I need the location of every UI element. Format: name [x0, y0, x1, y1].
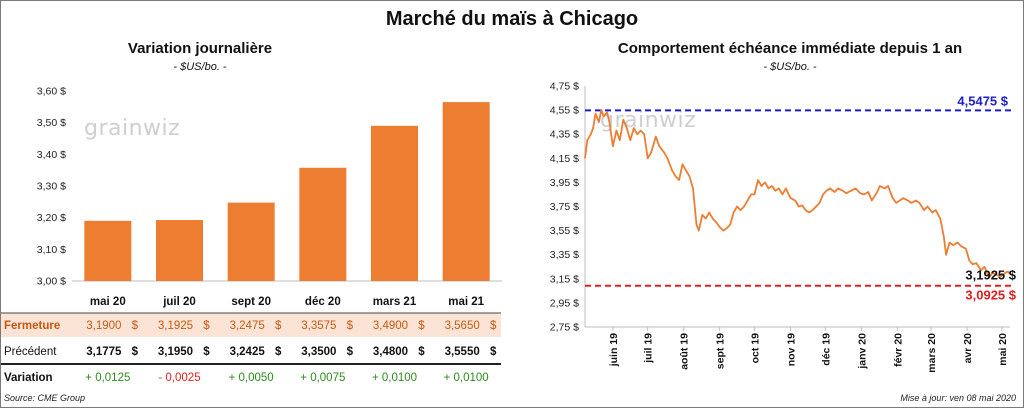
x-category-label: sept 20 [231, 296, 271, 308]
change-value: + 0,0075 [300, 372, 345, 384]
change-value: + 0,0050 [229, 372, 274, 384]
close-currency: $ [132, 320, 139, 332]
change-value: + 0,0100 [444, 372, 489, 384]
change-value: + 0,0100 [372, 372, 417, 384]
close-currency: $ [347, 320, 354, 332]
previous-currency: $ [275, 346, 282, 358]
previous-currency: $ [347, 346, 354, 358]
close-value: 3,1925 [158, 320, 193, 332]
close-currency: $ [203, 320, 210, 332]
previous-value: 3,3500 [301, 346, 336, 358]
y-tick-label: 3,10 $ [37, 244, 66, 256]
close-value: 3,2475 [230, 320, 265, 332]
close-currency: $ [275, 320, 282, 332]
previous-value: 3,4800 [373, 346, 408, 358]
bar [371, 125, 418, 281]
previous-value: 3,2425 [230, 346, 266, 358]
y-tick-label: 3,60 $ [37, 86, 66, 98]
x-category-label: mars 21 [373, 296, 417, 308]
change-value: - 0,0025 [158, 372, 200, 384]
previous-value: 3,1775 [86, 346, 122, 358]
grainwiz-logo-left: grainwiz [84, 116, 181, 141]
x-tick-label: nov 19 [786, 333, 798, 366]
x-tick-label: mars 20 [926, 333, 938, 373]
close-value: 3,3575 [301, 320, 336, 332]
y-tick-label: 3,40 $ [37, 149, 66, 161]
x-tick-label: août 19 [679, 333, 691, 370]
y-tick-label: 2,75 $ [550, 322, 579, 334]
close-value: 3,4900 [373, 320, 408, 332]
y-tick-label: 3,00 $ [37, 276, 66, 288]
y-tick-label: 2,95 $ [550, 297, 579, 309]
update-note: Mise à jour: ven 08 mai 2020 [900, 393, 1016, 403]
y-tick-label: 3,20 $ [37, 212, 66, 224]
bar [84, 220, 132, 281]
row-label-previous: Précédent [4, 346, 57, 358]
row-label-close: Fermeture [4, 320, 60, 332]
x-tick-label: juil 19 [643, 333, 655, 364]
y-tick-label: 3,95 $ [550, 177, 579, 189]
y-tick-label: 4,35 $ [550, 129, 579, 141]
y-tick-label: 4,55 $ [550, 105, 579, 117]
left-panel-title: Variation journalière [127, 40, 273, 57]
y-tick-label: 4,75 $ [550, 81, 579, 93]
close-row-background [1, 313, 501, 337]
previous-currency: $ [490, 346, 497, 358]
x-tick-label: juin 19 [608, 333, 620, 367]
last-value-label: 3,1925 $ [965, 268, 1016, 283]
high-reference-label: 4,5475 $ [957, 93, 1008, 108]
previous-value: 3,5550 [445, 346, 480, 358]
x-category-label: mai 21 [448, 296, 484, 308]
x-tick-label: janv 20 [856, 333, 868, 370]
low-reference-label: 3,0925 $ [965, 288, 1016, 303]
close-currency: $ [418, 320, 425, 332]
y-tick-label: 3,50 $ [37, 117, 66, 129]
bar [227, 202, 275, 281]
price-series-line [584, 109, 1011, 279]
bar [442, 102, 490, 281]
x-tick-label: oct 19 [750, 333, 762, 364]
close-value: 3,5650 [445, 320, 480, 332]
change-value: + 0,0125 [85, 372, 130, 384]
y-tick-label: 3,30 $ [37, 181, 66, 193]
right-panel-title: Comportement échéance immédiate depuis 1… [617, 40, 963, 57]
x-category-label: mai 20 [90, 296, 126, 308]
grainwiz-logo-right: grainwiz [600, 108, 697, 133]
main-title: Marché du maïs à Chicago [385, 8, 639, 30]
previous-currency: $ [132, 346, 139, 358]
previous-value: 3,1950 [158, 346, 193, 358]
close-value: 3,1900 [86, 320, 121, 332]
x-tick-label: mai 20 [997, 333, 1009, 366]
right-panel-subtitle: - $US/bo. - [763, 61, 817, 73]
y-tick-label: 3,75 $ [550, 201, 579, 213]
x-tick-label: déc 19 [820, 333, 832, 366]
x-tick-label: févr 20 [892, 333, 904, 367]
previous-currency: $ [418, 346, 425, 358]
x-tick-label: sept 19 [715, 333, 727, 369]
y-tick-label: 3,55 $ [550, 225, 579, 237]
x-category-label: juil 20 [162, 296, 196, 308]
source-note: Source: CME Group [4, 393, 86, 403]
x-category-label: déc 20 [305, 296, 341, 308]
x-tick-label: avr 20 [962, 333, 974, 364]
y-tick-label: 3,15 $ [550, 273, 579, 285]
left-panel-subtitle: - $US/bo. - [173, 61, 227, 73]
bar [299, 167, 347, 281]
previous-currency: $ [203, 346, 210, 358]
y-tick-label: 3,35 $ [550, 249, 579, 261]
row-label-change: Variation [4, 372, 53, 384]
bar [156, 220, 203, 281]
close-currency: $ [490, 320, 497, 332]
y-tick-label: 4,15 $ [550, 153, 579, 165]
